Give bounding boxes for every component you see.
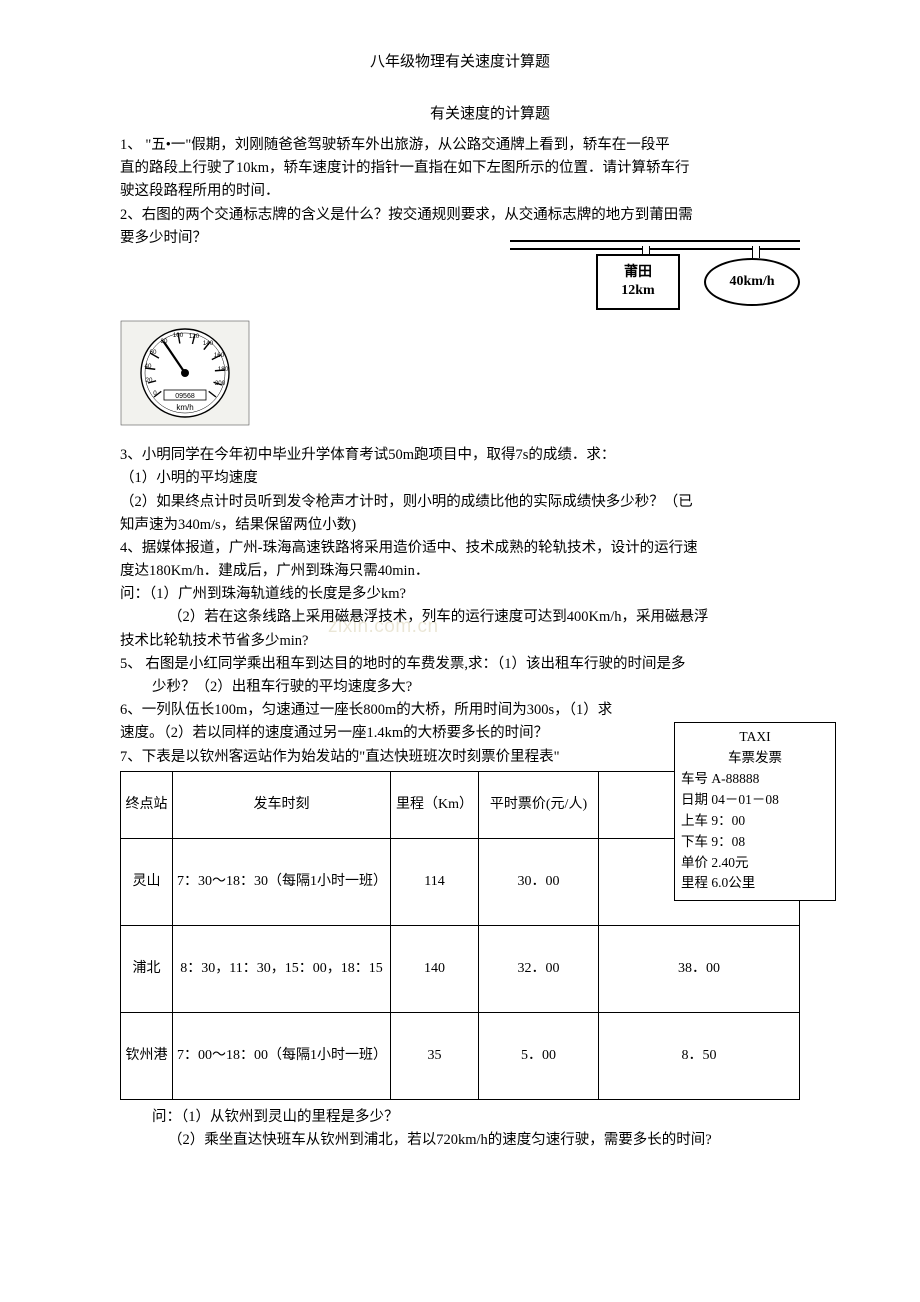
- q4-line1: 4、据媒体报道，广州-珠海高速铁路将采用造价适中、技术成熟的轮轨技术，设计的运行…: [120, 537, 800, 560]
- traffic-sign-row: 莆田 12km 40km/h: [120, 254, 800, 314]
- taxi-off-time: 下车 9：08: [681, 832, 829, 853]
- cell-dist: 140: [391, 925, 479, 1012]
- cell-max: 38．00: [599, 925, 800, 1012]
- svg-text:160: 160: [214, 352, 225, 359]
- svg-text:180: 180: [218, 366, 229, 373]
- taxi-distance: 里程 6.0公里: [681, 873, 829, 894]
- cell-price: 32．00: [479, 925, 599, 1012]
- cell-time: 8：30，11：30，15：00，18：15: [173, 925, 391, 1012]
- speed-limit-sign: 40km/h: [704, 258, 800, 306]
- taxi-date: 日期 04－01－08: [681, 790, 829, 811]
- svg-text:20: 20: [146, 377, 153, 384]
- th-departure: 发车时刻: [173, 771, 391, 838]
- cell-dist: 35: [391, 1012, 479, 1099]
- th-distance: 里程（Km）: [391, 771, 479, 838]
- taxi-car-no: 车号 A-88888: [681, 769, 829, 790]
- gauge-unit: km/h: [176, 403, 193, 412]
- q2-line1: 2、右图的两个交通标志牌的含义是什么？按交通规则要求，从交通标志牌的地方到莆田需: [120, 204, 800, 227]
- svg-text:200: 200: [215, 380, 226, 387]
- taxi-on-time: 上车 9：00: [681, 811, 829, 832]
- q4-line2: 度达180Km/h．建成后，广州到珠海只需40min．: [120, 560, 800, 583]
- svg-text:60: 60: [150, 349, 157, 356]
- svg-text:40: 40: [145, 363, 152, 370]
- q1-line1: 1、 "五•一"假期，刘刚随爸爸驾驶轿车外出旅游，从公路交通牌上看到，轿车在一段…: [120, 134, 800, 157]
- q1-line2: 直的路段上行驶了10km，轿车速度计的指针一直指在如下左图所示的位置．请计算轿车…: [120, 157, 800, 180]
- th-price: 平时票价(元/人): [479, 771, 599, 838]
- q1-line3: 驶这段路程所用的时间．: [120, 180, 800, 203]
- sign-distance: 12km: [598, 282, 678, 300]
- th-destination: 终点站: [121, 771, 173, 838]
- cell-max: 8．50: [599, 1012, 800, 1099]
- taxi-title: TAXI: [681, 727, 829, 748]
- q3-line1: 3、小明同学在今年初中毕业升学体育考试50m跑项目中，取得7s的成绩．求：: [120, 444, 800, 467]
- q3-line4: 知声速为340m/s，结果保留两位小数): [120, 514, 800, 537]
- cell-dest: 灵山: [121, 838, 173, 925]
- svg-text:100: 100: [173, 332, 184, 339]
- q3-line3: （2）如果终点计时员听到发令枪声才计时，则小明的成绩比他的实际成绩快多少秒？（已: [120, 491, 800, 514]
- speedometer-figure: 02040 6080100 120140160 180200 09568 km/…: [120, 320, 800, 434]
- subtitle: 有关速度的计算题: [180, 102, 800, 126]
- table-row: 钦州港 7：00～18：00（每隔1小时一班） 35 5．00 8．50: [121, 1012, 800, 1099]
- svg-text:120: 120: [189, 333, 200, 340]
- taxi-subtitle: 车票发票: [681, 748, 829, 769]
- q4-line5: 技术比轮轨技术节省多少min?: [120, 630, 800, 653]
- cell-price: 30．00: [479, 838, 599, 925]
- cell-dist: 114: [391, 838, 479, 925]
- table-row: 浦北 8：30，11：30，15：00，18：15 140 32．00 38．0…: [121, 925, 800, 1012]
- q4-line3: 问：（1）广州到珠海轨道线的长度是多少km?: [120, 583, 800, 606]
- cell-price: 5．00: [479, 1012, 599, 1099]
- cell-time: 7：00～18：00（每隔1小时一班）: [173, 1012, 391, 1099]
- q7-ask2: （2）乘坐直达快班车从钦州到浦北，若以720km/h的速度匀速行驶，需要多长的时…: [120, 1129, 800, 1152]
- q5-line2: 少秒？（2）出租车行驶的平均速度多大?: [120, 676, 800, 699]
- speedometer-icon: 02040 6080100 120140160 180200 09568 km/…: [120, 320, 250, 426]
- q3-line2: （1）小明的平均速度: [120, 467, 800, 490]
- q4-line4: （2）若在这条线路上采用磁悬浮技术，列车的运行速度可达到400Km/h，采用磁悬…: [120, 606, 800, 629]
- svg-text:0: 0: [153, 390, 157, 397]
- q6-line1: 6、一列队伍长100m，匀速通过一座长800m的大桥，所用时间为300s，（1）…: [120, 699, 800, 722]
- speed-limit-value: 40km/h: [729, 271, 774, 293]
- cell-dest: 浦北: [121, 925, 173, 1012]
- cell-dest: 钦州港: [121, 1012, 173, 1099]
- sign-city: 莆田: [598, 264, 678, 282]
- taxi-unit-price: 单价 2.40元: [681, 853, 829, 874]
- page-title: 八年级物理有关速度计算题: [120, 50, 800, 74]
- distance-sign: 莆田 12km: [596, 254, 680, 310]
- q7-ask1: 问：（1）从钦州到灵山的里程是多少？: [120, 1106, 800, 1129]
- taxi-receipt: TAXI 车票发票 车号 A-88888 日期 04－01－08 上车 9：00…: [674, 722, 836, 901]
- sign-post: [752, 246, 760, 258]
- cell-time: 7：30～18：30（每隔1小时一班）: [173, 838, 391, 925]
- svg-text:140: 140: [203, 340, 214, 347]
- q5-line1: 5、 右图是小红同学乘出租车到达目的地时的车费发票,求：（1）该出租车行驶的时间…: [120, 653, 800, 676]
- svg-text:09568: 09568: [175, 393, 195, 400]
